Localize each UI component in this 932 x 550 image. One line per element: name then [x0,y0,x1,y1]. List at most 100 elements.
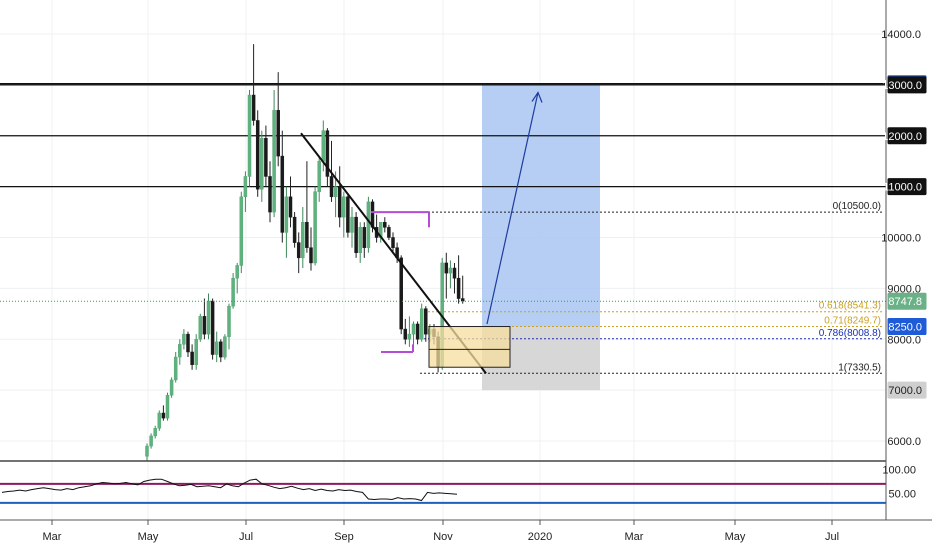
candle-body [317,160,321,192]
candle-body [424,308,428,335]
price-badge [887,178,927,196]
candle-body [354,216,358,254]
long-position-target-zone[interactable] [482,83,600,327]
horizontal-levels [0,83,886,188]
fib-level-label: 0.618(8541.3) [819,301,881,312]
candle-body [325,130,330,177]
candle-body [157,412,162,429]
chart-grid [0,0,886,520]
candle-body [313,191,317,264]
candle-body [239,196,244,266]
price-badge [887,318,927,336]
price-badge-label: 13000.0 [882,80,922,92]
candle-body [387,227,391,238]
price-badge [887,292,927,310]
candle-body [366,201,371,248]
candle-body [202,316,207,335]
projection-arrow[interactable] [486,92,539,325]
candle-body [403,328,408,340]
candle-body [456,277,461,299]
rsi-line [1,478,458,502]
candle-body [210,300,215,355]
candle-body [276,110,280,157]
candle-body [419,308,424,340]
price-badge-label: 11000.0 [883,182,922,194]
candle-body [227,305,231,337]
candle-body [415,323,420,340]
candle-body [358,227,362,254]
candle-body [337,186,342,218]
fib-level-label: 0.786(8008.8) [819,328,881,339]
candle-body [260,138,264,190]
candle-body [342,196,346,218]
candle-body [399,257,403,330]
candle-body [255,120,260,190]
candle-body [301,221,305,259]
candle-body [309,247,313,264]
candle-body [272,110,276,213]
fib-level-label: 1(7330.5) [838,362,881,373]
candle-body [161,412,166,419]
candle-body [223,336,227,358]
candle-body [411,323,416,335]
candle-body [288,196,293,218]
trend-drawings[interactable] [300,91,543,374]
candle-body [264,138,268,177]
time-axis[interactable]: Mar May Jul Sep Nov 2020 Mar May Jul [43,520,840,543]
candle-body [173,356,178,381]
candle-body [219,341,223,358]
candle-body [190,351,194,365]
rsi-axis[interactable]: 100.00 50.00 [882,465,916,501]
candle-body [235,265,239,279]
candle-body [165,394,170,419]
price-badge-label: 7000.0 [888,385,922,397]
candle-body [444,262,449,274]
time-axis-tick-label: 2020 [528,531,552,543]
price-axis-tick-label: 10000.0 [881,233,921,245]
time-axis-tick-label: Jul [825,531,839,543]
candle-body [391,237,395,248]
candle-body [198,316,203,340]
time-axis-tick-label: Sep [334,531,354,543]
candle-body [231,277,235,307]
price-badge-label: 8747.8 [888,296,922,308]
candle-body [407,333,412,340]
price-axis-tick-label: 9000.0 [887,283,921,295]
rsi-axis-tick-label: 50.00 [888,488,916,500]
candle-body [452,267,457,279]
time-axis-tick-label: Jul [239,531,253,543]
candle-body [206,300,211,335]
entry-zone-box[interactable] [428,326,511,368]
candle-body [247,94,252,177]
candle-body [329,176,334,198]
candle-body [346,196,350,233]
fib-level-label: 0.71(8249.7) [824,316,881,327]
candle-body [194,339,198,365]
price-badge-label: 12000.0 [882,131,922,143]
candle-body [186,333,190,353]
projection-arrow-head [531,91,543,103]
candle-body [296,242,301,259]
time-axis-tick-label: Mar [625,531,644,543]
candlestick-series [145,44,465,462]
price-badge [887,127,927,145]
rsi-axis-tick-label: 100.00 [882,465,916,477]
price-axis-tick-label: 14000.0 [881,29,921,41]
candle-body [251,94,256,121]
candle-body [350,216,354,233]
candle-body [362,227,367,248]
candle-body [145,445,149,457]
price-badge-label: 8250.0 [888,322,922,334]
candle-body [321,130,326,162]
candle-body [178,344,182,358]
candle-body [153,428,157,437]
candle-body [280,155,285,233]
price-badge [887,381,927,399]
candle-body [243,176,248,198]
price-axis-tick-label: 8000.0 [887,334,921,346]
time-axis-tick-label: Nov [433,531,453,543]
candle-body [305,221,309,248]
candle-body [214,341,219,355]
price-axis[interactable]: 6000.08000.09000.010000.014000.013023.01… [881,29,927,448]
